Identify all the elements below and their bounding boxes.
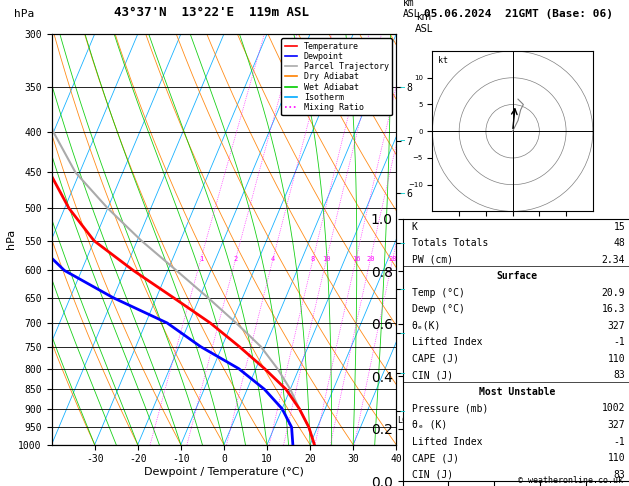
Text: © weatheronline.co.uk: © weatheronline.co.uk bbox=[518, 476, 623, 485]
Text: hPa: hPa bbox=[14, 9, 34, 19]
Text: LCL: LCL bbox=[397, 416, 412, 425]
Text: 83: 83 bbox=[613, 370, 625, 381]
Text: –: – bbox=[399, 328, 405, 338]
Text: –: – bbox=[399, 368, 405, 378]
Text: Most Unstable: Most Unstable bbox=[479, 387, 555, 397]
Text: K: K bbox=[412, 222, 418, 231]
Text: –: – bbox=[399, 82, 405, 91]
Text: -1: -1 bbox=[613, 436, 625, 447]
Text: 8: 8 bbox=[311, 256, 315, 262]
Text: Lifted Index: Lifted Index bbox=[412, 337, 482, 347]
Y-axis label: km
ASL: km ASL bbox=[415, 13, 433, 34]
Text: Dewp (°C): Dewp (°C) bbox=[412, 304, 465, 314]
Text: CIN (J): CIN (J) bbox=[412, 370, 453, 381]
Text: θₑ(K): θₑ(K) bbox=[412, 321, 441, 331]
Text: Pressure (mb): Pressure (mb) bbox=[412, 403, 488, 414]
Text: –: – bbox=[399, 406, 405, 416]
Text: 4: 4 bbox=[271, 256, 275, 262]
Text: 28: 28 bbox=[389, 256, 397, 262]
Text: 2: 2 bbox=[233, 256, 238, 262]
Text: PW (cm): PW (cm) bbox=[412, 255, 453, 265]
Text: 16.3: 16.3 bbox=[602, 304, 625, 314]
Text: 10: 10 bbox=[322, 256, 331, 262]
Text: 20: 20 bbox=[366, 256, 375, 262]
Text: km
ASL: km ASL bbox=[403, 0, 420, 19]
Text: 43°37'N  13°22'E  119m ASL: 43°37'N 13°22'E 119m ASL bbox=[114, 6, 309, 19]
Text: Lifted Index: Lifted Index bbox=[412, 436, 482, 447]
Text: 83: 83 bbox=[613, 469, 625, 480]
Text: –: – bbox=[399, 238, 405, 248]
Text: 1: 1 bbox=[199, 256, 203, 262]
Text: –: – bbox=[399, 188, 405, 198]
Text: 327: 327 bbox=[608, 321, 625, 331]
Y-axis label: hPa: hPa bbox=[6, 229, 16, 249]
Text: Temp (°C): Temp (°C) bbox=[412, 288, 465, 298]
Text: 48: 48 bbox=[613, 238, 625, 248]
Text: –: – bbox=[399, 136, 405, 146]
Text: 1002: 1002 bbox=[602, 403, 625, 414]
Text: 2.34: 2.34 bbox=[602, 255, 625, 265]
Text: CIN (J): CIN (J) bbox=[412, 469, 453, 480]
Text: Surface: Surface bbox=[497, 271, 538, 281]
Text: CAPE (J): CAPE (J) bbox=[412, 453, 459, 463]
Text: 110: 110 bbox=[608, 354, 625, 364]
X-axis label: Dewpoint / Temperature (°C): Dewpoint / Temperature (°C) bbox=[144, 467, 304, 477]
Text: 327: 327 bbox=[608, 420, 625, 430]
Text: 05.06.2024  21GMT (Base: 06): 05.06.2024 21GMT (Base: 06) bbox=[425, 9, 613, 19]
Legend: Temperature, Dewpoint, Parcel Trajectory, Dry Adiabat, Wet Adiabat, Isotherm, Mi: Temperature, Dewpoint, Parcel Trajectory… bbox=[281, 38, 392, 115]
Text: 15: 15 bbox=[613, 222, 625, 231]
Text: CAPE (J): CAPE (J) bbox=[412, 354, 459, 364]
Text: 20.9: 20.9 bbox=[602, 288, 625, 298]
Text: θₑ (K): θₑ (K) bbox=[412, 420, 447, 430]
Text: kt: kt bbox=[438, 56, 448, 66]
Text: –: – bbox=[399, 284, 405, 294]
Text: -1: -1 bbox=[613, 337, 625, 347]
Text: Totals Totals: Totals Totals bbox=[412, 238, 488, 248]
Text: 16: 16 bbox=[352, 256, 360, 262]
Text: 110: 110 bbox=[608, 453, 625, 463]
